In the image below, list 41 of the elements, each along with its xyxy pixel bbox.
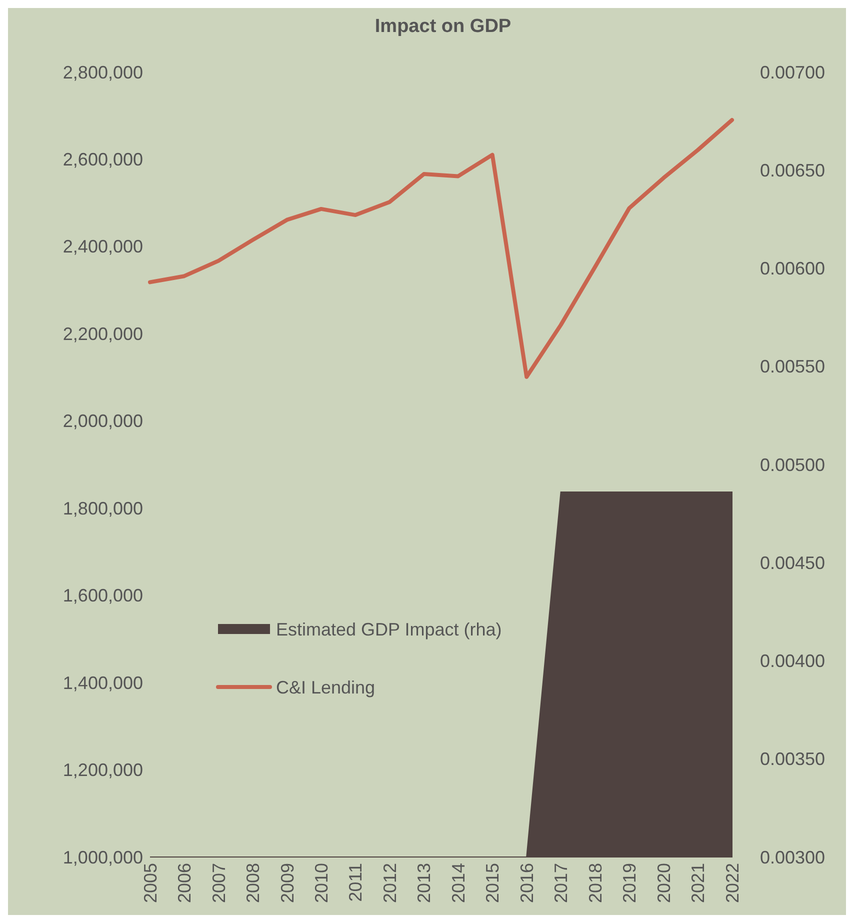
x-tick-label: 2016 <box>516 863 537 904</box>
y-tick-label: 2,800,000 <box>62 62 143 82</box>
line-series <box>148 118 734 379</box>
y-tick-label: 2,200,000 <box>62 324 143 344</box>
x-tick-label: 2014 <box>448 863 468 904</box>
x-tick-label: 2007 <box>208 863 229 904</box>
x-tick-label: 2012 <box>380 863 400 904</box>
x-tick-label: 2015 <box>482 863 503 904</box>
legend-label: C&I Lending <box>276 677 376 698</box>
x-tick-label: 2009 <box>277 863 298 904</box>
y-tick-label: 1,400,000 <box>62 672 143 693</box>
y-tick-label: 2,000,000 <box>62 411 143 432</box>
y2-tick-label: 0.00500 <box>760 454 826 475</box>
y2-tick-label: 0.00300 <box>760 847 826 868</box>
y-tick-label: 1,000,000 <box>62 847 143 868</box>
y2-tick-label: 0.00600 <box>760 258 826 279</box>
x-tick-label: 2018 <box>585 863 606 904</box>
y-tick-label: 2,400,000 <box>62 236 143 257</box>
y2-tick-label: 0.00700 <box>760 62 826 82</box>
y2-tick-label: 0.00400 <box>760 651 826 672</box>
y-tick-label: 1,200,000 <box>62 760 143 780</box>
x-tick-label: 2013 <box>414 863 434 904</box>
y-tick-label: 1,800,000 <box>62 498 143 518</box>
y-tick-label: 2,600,000 <box>62 150 143 170</box>
x-tick-label: 2011 <box>346 863 366 902</box>
x-tick-label: 2021 <box>688 863 708 904</box>
legend-label: Estimated GDP Impact (rha) <box>276 619 502 640</box>
y2-tick-label: 0.00650 <box>760 160 826 180</box>
y2-tick-label: 0.00450 <box>760 552 826 573</box>
x-tick-label: 2017 <box>551 863 572 904</box>
y2-tick-label: 0.00350 <box>760 749 826 770</box>
chart-title: Impact on GDP <box>374 16 512 37</box>
x-tick-label: 2008 <box>243 863 264 904</box>
x-tick-label: 2006 <box>174 863 195 904</box>
x-tick-label: 2019 <box>620 863 640 904</box>
x-tick-label: 2020 <box>654 863 674 904</box>
x-tick-label: 2005 <box>140 863 160 904</box>
x-tick-label: 2010 <box>311 863 332 904</box>
y-tick-label: 1,600,000 <box>62 586 143 606</box>
x-tick-label: 2022 <box>722 863 742 904</box>
y2-tick-label: 0.00550 <box>760 356 826 377</box>
